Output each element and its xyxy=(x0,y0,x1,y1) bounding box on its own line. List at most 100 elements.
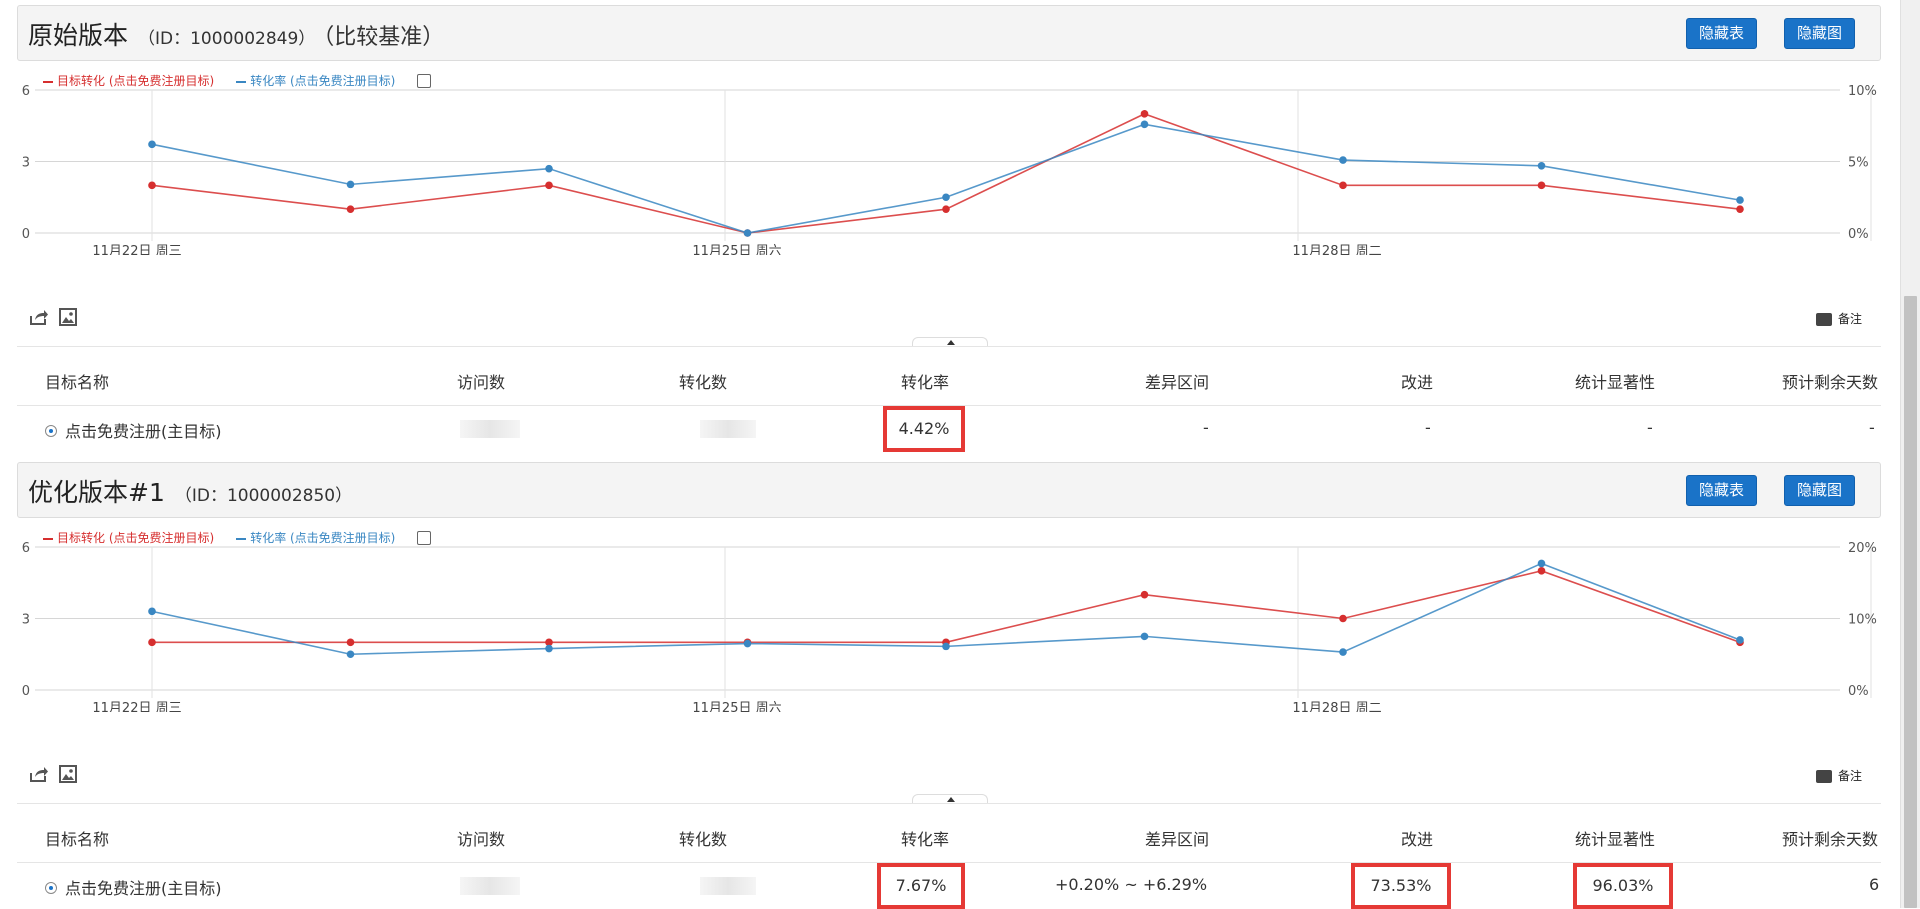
variant-name: 优化版本#1 xyxy=(28,478,165,507)
days-left-cell: - xyxy=(1869,418,1875,437)
header-conversion-rate: 转化率 xyxy=(901,830,950,849)
share-icon[interactable] xyxy=(29,308,49,326)
share-icon[interactable] xyxy=(29,765,49,783)
data-point[interactable] xyxy=(1736,636,1744,644)
x-axis-tick-label: 11月25日 周六 xyxy=(692,701,781,712)
header-interval: 差异区间 xyxy=(1145,830,1210,849)
data-point[interactable] xyxy=(346,180,355,189)
hide-chart-button[interactable]: 隐藏图 xyxy=(1784,18,1856,49)
data-point[interactable] xyxy=(1140,120,1149,129)
data-point[interactable] xyxy=(1140,110,1149,118)
significance-highlight: 96.03% xyxy=(1573,863,1673,909)
x-axis-tick-label: 11月25日 周六 xyxy=(692,244,781,255)
left-axis-tick-label: 3 xyxy=(22,156,30,171)
variant-title: 优化版本#1 （ID：1000002850） xyxy=(28,473,352,509)
header-conversions: 转化数 xyxy=(679,830,728,849)
header-days-left: 预计剩余天数 xyxy=(1782,373,1879,392)
collapse-chart-toggle[interactable] xyxy=(912,794,988,804)
data-point[interactable] xyxy=(1140,632,1149,641)
image-export-icon[interactable] xyxy=(58,308,78,326)
chart-type-toggle-icon[interactable] xyxy=(417,530,432,545)
data-point[interactable] xyxy=(545,164,553,173)
series-line xyxy=(151,112,1741,234)
data-point[interactable] xyxy=(1537,161,1546,170)
data-point[interactable] xyxy=(942,193,950,202)
data-point[interactable] xyxy=(346,205,355,213)
legend-item-conversion-rate[interactable]: 转化率 (点击免费注册目标) xyxy=(236,531,395,545)
legend-item-goal-conversion[interactable]: 目标转化 (点击免费注册目标) xyxy=(43,531,214,545)
right-axis-tick-label: 0% xyxy=(1848,684,1869,699)
data-point[interactable] xyxy=(346,638,355,647)
data-point[interactable] xyxy=(1736,196,1744,204)
data-point[interactable] xyxy=(1140,590,1149,599)
hide-table-button[interactable]: 隐藏表 xyxy=(1686,18,1758,49)
data-point[interactable] xyxy=(1339,614,1347,623)
vertical-scrollbar[interactable] xyxy=(1900,0,1920,908)
left-axis-tick-label: 3 xyxy=(22,613,30,628)
significance-cell: - xyxy=(1647,418,1653,437)
header-improvement: 改进 xyxy=(1401,830,1434,849)
variant-title: 原始版本 （ID：1000002849） （比较基准） xyxy=(28,16,444,52)
image-export-icon[interactable] xyxy=(58,765,78,783)
data-point[interactable] xyxy=(1736,205,1744,213)
data-point[interactable] xyxy=(545,644,553,653)
conversions-cell-redacted xyxy=(700,877,756,895)
header-significance: 统计显著性 xyxy=(1575,830,1656,849)
hide-table-button[interactable]: 隐藏表 xyxy=(1686,475,1758,506)
line-chart-optimized-1: 0 3 6 0% 10% 20% 11月22日 周三 11月25日 周六 11月28日 周二 xyxy=(22,541,1877,712)
collapse-chart-toggle[interactable] xyxy=(912,337,988,347)
legend-item-goal-conversion[interactable]: 目标转化 (点击免费注册目标) xyxy=(43,74,214,88)
data-point[interactable] xyxy=(1339,156,1347,164)
data-point[interactable] xyxy=(1339,181,1347,190)
note-button[interactable]: 备注 xyxy=(1816,767,1862,784)
goal-name-cell[interactable]: 点击免费注册(主目标) xyxy=(45,418,222,442)
header-conversions: 转化数 xyxy=(679,373,728,392)
significance-cell: 96.03% xyxy=(1592,876,1654,895)
header-significance: 统计显著性 xyxy=(1575,373,1656,392)
scrollbar-thumb[interactable] xyxy=(1904,296,1917,908)
legend-item-conversion-rate[interactable]: 转化率 (点击免费注册目标) xyxy=(236,74,395,88)
radio-selected-icon xyxy=(45,881,57,894)
hide-chart-button[interactable]: 隐藏图 xyxy=(1784,475,1856,506)
header-goal-name: 目标名称 xyxy=(45,373,110,392)
conversion-rate-cell: 4.42% xyxy=(898,419,950,438)
data-point[interactable] xyxy=(1537,181,1546,190)
conversion-rate-highlight: 7.67% xyxy=(877,863,965,909)
data-point[interactable] xyxy=(743,229,752,237)
goal-name-cell[interactable]: 点击免费注册(主目标) xyxy=(45,875,222,899)
improvement-cell: - xyxy=(1425,418,1431,437)
table-header-row: 目标名称 访问数 转化数 转化率 差异区间 改进 统计显著性 预计剩余天数 xyxy=(17,803,1881,863)
variant-header-original: 原始版本 （ID：1000002849） （比较基准） 隐藏表 隐藏图 xyxy=(17,5,1881,61)
data-point[interactable] xyxy=(942,205,950,213)
data-point[interactable] xyxy=(1537,567,1546,575)
chevron-up-icon xyxy=(947,797,955,802)
data-point[interactable] xyxy=(148,638,156,647)
data-point[interactable] xyxy=(1537,559,1546,568)
comment-icon xyxy=(1816,770,1832,783)
header-goal-name: 目标名称 xyxy=(45,830,110,849)
visits-cell-redacted xyxy=(460,420,520,438)
conversion-rate-highlight: 4.42% xyxy=(883,406,965,452)
days-left-cell: 6 xyxy=(1869,875,1880,894)
data-point[interactable] xyxy=(148,140,156,149)
note-button[interactable]: 备注 xyxy=(1816,310,1862,327)
data-point[interactable] xyxy=(545,638,553,647)
data-point[interactable] xyxy=(148,181,156,190)
data-point[interactable] xyxy=(148,607,156,616)
data-point[interactable] xyxy=(743,639,752,648)
data-point[interactable] xyxy=(545,181,553,190)
series-line xyxy=(151,123,1741,234)
x-axis-tick-label: 11月22日 周三 xyxy=(92,244,181,255)
variant-header-optimized-1: 优化版本#1 （ID：1000002850） 隐藏表 隐藏图 xyxy=(17,462,1881,518)
radio-selected-icon xyxy=(45,424,57,437)
data-point[interactable] xyxy=(1339,648,1347,656)
chart-type-toggle-icon[interactable] xyxy=(417,73,432,88)
improvement-cell: 73.53% xyxy=(1370,876,1432,895)
data-point[interactable] xyxy=(346,650,355,659)
right-axis-tick-label: 0% xyxy=(1848,227,1869,242)
improvement-highlight: 73.53% xyxy=(1351,863,1451,909)
variant-id: （ID：1000002849） xyxy=(138,29,316,49)
variant-name: 原始版本 xyxy=(28,21,129,50)
data-point[interactable] xyxy=(942,642,950,651)
